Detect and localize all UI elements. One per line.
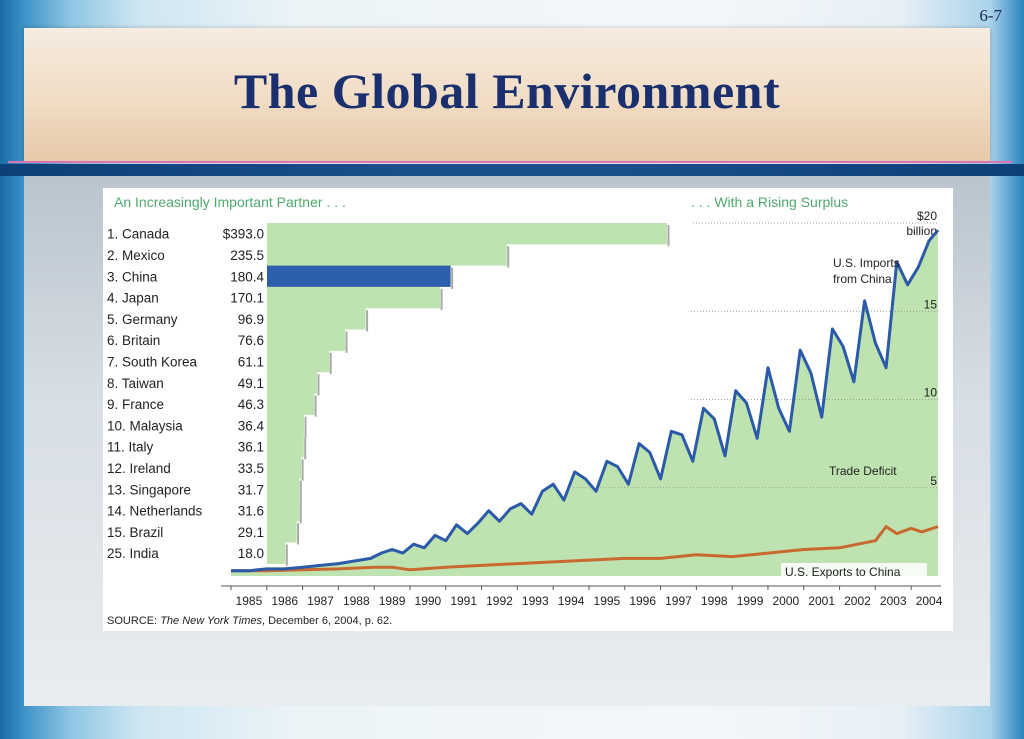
x-tick-label: 1997 <box>665 594 692 608</box>
trade-deficit-area <box>231 230 938 576</box>
x-tick-label: 1998 <box>701 594 728 608</box>
bar-category-label: 7. South Korea <box>107 355 198 370</box>
x-tick-label: 1988 <box>343 594 370 608</box>
bar-value-label: 29.1 <box>238 525 264 540</box>
line-chart: $20 15 10 5 billion 1985 1986 1987 1988 1989 1990 1… <box>221 209 943 608</box>
bar-value-label: 36.1 <box>238 440 264 455</box>
x-tick-label: 1985 <box>236 594 263 608</box>
exports-series-line <box>231 525 939 573</box>
chart-figure: An Increasingly Important Partner . . . … <box>103 188 953 631</box>
bar-category-label: 15. Brazil <box>107 525 163 540</box>
bar <box>267 265 451 287</box>
y-unit-label: billion <box>906 224 937 238</box>
x-tick-label: 1993 <box>522 594 549 608</box>
trade-deficit-annotation: Trade Deficit <box>829 464 897 478</box>
x-tick-label: 2001 <box>808 594 835 608</box>
bar <box>267 223 667 245</box>
bar <box>267 286 441 309</box>
bar-category-label: 14. Netherlands <box>107 504 203 519</box>
bar <box>267 393 315 415</box>
x-tick-label: 1992 <box>486 594 513 608</box>
x-tick-label: 2000 <box>773 594 800 608</box>
bar-category-label: 12. Ireland <box>107 461 171 476</box>
bar-value-label: 49.1 <box>238 376 264 391</box>
bar-value-label: 31.7 <box>238 482 264 497</box>
bar-value-label: 33.5 <box>238 461 264 476</box>
bar <box>267 414 304 436</box>
bar-value-label: 61.1 <box>238 355 264 370</box>
bar <box>267 350 330 373</box>
bar <box>267 436 304 458</box>
header-band <box>0 164 1024 176</box>
bar-value-label: 235.5 <box>230 248 264 263</box>
bar <box>267 308 366 330</box>
exports-annotation-bg <box>781 563 927 579</box>
divider-line <box>8 161 1012 163</box>
bar <box>267 521 297 543</box>
imports-annotation-line1: U.S. Imports <box>833 256 900 270</box>
bar-category-label: 11. Italy <box>107 440 154 455</box>
x-tick-label: 1999 <box>737 594 764 608</box>
imports-annotation-line2: from China <box>833 272 892 286</box>
line-chart-title: . . . With a Rising Surplus <box>691 194 848 210</box>
source-publication: The New York Times <box>160 615 262 627</box>
x-tick-label: 1987 <box>307 594 334 608</box>
title-band: The Global Environment <box>24 28 990 162</box>
bar <box>267 329 345 351</box>
x-tick-label: 1994 <box>558 594 585 608</box>
bar-value-label: 31.6 <box>238 504 264 519</box>
bar-category-label: 10. Malaysia <box>107 418 183 433</box>
bar-category-label: 8. Taiwan <box>107 376 164 391</box>
exports-annotation: U.S. Exports to China <box>785 565 901 579</box>
bar-category-label: 5. Germany <box>107 312 178 327</box>
bar <box>267 542 286 564</box>
y-tick-label: 10 <box>924 386 938 400</box>
chart-svg: An Increasingly Important Partner . . . … <box>107 194 943 627</box>
bar <box>267 244 507 266</box>
bar-value-label: 96.9 <box>238 312 264 327</box>
bar <box>267 499 300 522</box>
y-tick-label: 15 <box>924 297 938 311</box>
bar <box>267 457 302 479</box>
x-tick-label: 2002 <box>844 594 871 608</box>
bar-category-label: 3. China <box>107 269 158 284</box>
bar-category-label: 9. France <box>107 397 164 412</box>
imports-series-line <box>231 229 940 573</box>
bar-value-label: 76.6 <box>238 333 264 348</box>
x-tick-label: 2003 <box>880 594 907 608</box>
source-note: SOURCE: The New York Times, December 6, … <box>107 615 392 627</box>
bar-value-label: 170.1 <box>230 291 264 306</box>
bar-category-label: 6. Britain <box>107 333 160 348</box>
slide-title: The Global Environment <box>233 63 781 119</box>
bar-category-label: 25. India <box>107 546 159 561</box>
x-tick-label: 1995 <box>594 594 621 608</box>
slide-number: 6-7 <box>979 6 1002 25</box>
source-suffix: , December 6, 2004, p. 62. <box>262 615 392 627</box>
bar <box>267 372 317 394</box>
bar-category-label: 2. Mexico <box>107 248 165 263</box>
x-tick-label: 1989 <box>379 594 406 608</box>
x-tick-label: 1991 <box>450 594 477 608</box>
x-tick-label: 1990 <box>415 594 442 608</box>
x-tick-label: 1986 <box>271 594 298 608</box>
y-tick-label: 5 <box>930 474 937 488</box>
bar-category-label: 1. Canada <box>107 227 170 242</box>
bar-value-label: $393.0 <box>223 227 264 242</box>
bar-chart-title: An Increasingly Important Partner . . . <box>114 194 346 210</box>
bar-category-label: 4. Japan <box>107 291 159 306</box>
x-tick-label: 2004 <box>916 594 943 608</box>
x-tick-label: 1996 <box>629 594 656 608</box>
y-tick-label: $20 <box>917 209 937 223</box>
source-prefix: SOURCE: <box>107 615 160 627</box>
bar-value-label: 46.3 <box>238 397 264 412</box>
bar <box>267 478 300 500</box>
bar-value-label: 180.4 <box>230 269 264 284</box>
bar-value-label: 18.0 <box>238 546 264 561</box>
bar-value-label: 36.4 <box>238 418 265 433</box>
bar-category-label: 13. Singapore <box>107 482 191 497</box>
